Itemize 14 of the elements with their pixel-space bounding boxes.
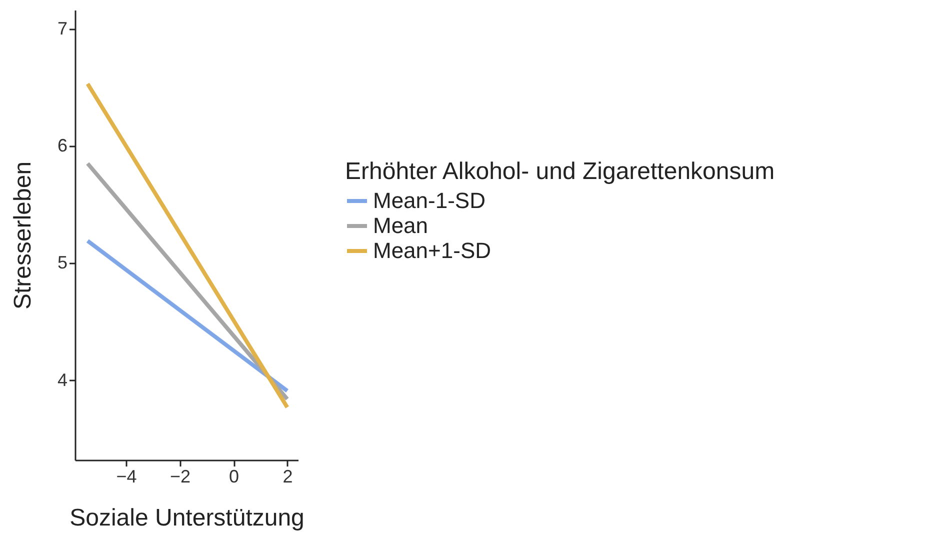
legend-label: Mean xyxy=(373,213,428,238)
y-tick-label: 5 xyxy=(57,252,68,273)
x-tick-label: 0 xyxy=(229,466,240,486)
legend-label: Mean-1-SD xyxy=(373,188,486,213)
x-tick-label: −4 xyxy=(116,466,137,486)
y-tick-label: 6 xyxy=(57,135,68,156)
y-tick-label: 4 xyxy=(57,370,68,390)
y-axis-title: Stresserleben xyxy=(9,161,36,310)
x-tick-label: 2 xyxy=(282,466,293,486)
y-tick-label: 7 xyxy=(57,18,68,38)
x-tick-label: −2 xyxy=(170,466,191,486)
legend-label: Mean+1-SD xyxy=(373,238,492,263)
x-axis-title: Soziale Unterstützung xyxy=(70,504,304,532)
legend-title: Erhöhter Alkohol- und Zigarettenkonsum xyxy=(345,158,775,185)
